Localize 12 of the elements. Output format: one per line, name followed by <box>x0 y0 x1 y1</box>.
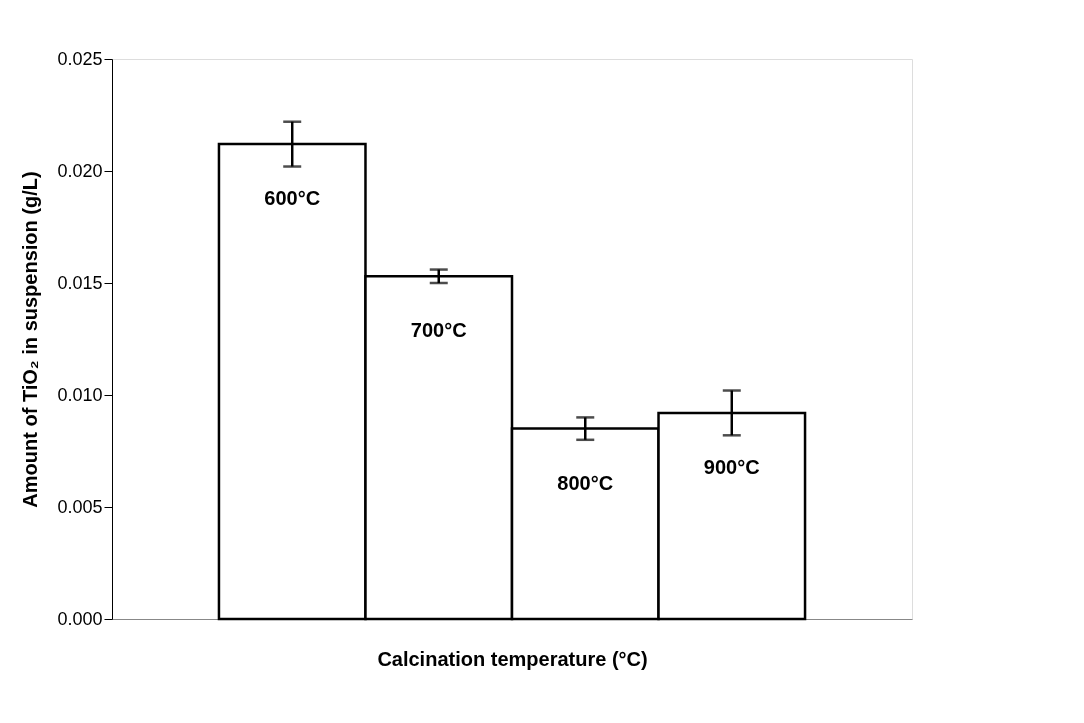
y-tick-label: 0.020 <box>57 160 103 181</box>
y-tick-label: 0.000 <box>57 608 103 629</box>
x-tick-label: 900°C <box>703 455 760 478</box>
x-tick-label: 700°C <box>410 319 467 342</box>
y-axis-title: Amount of TiO₂ in suspension (g/L) <box>19 171 42 508</box>
x-tick-label: 800°C <box>557 471 614 494</box>
x-axis-title: Calcination temperature (°C) <box>377 647 648 670</box>
y-tick-label: 0.025 <box>57 48 103 69</box>
y-tick-label: 0.015 <box>57 272 103 293</box>
y-tick-label: 0.010 <box>57 384 103 405</box>
y-tick-label: 0.005 <box>57 496 103 517</box>
x-tick-label: 600°C <box>264 187 321 210</box>
